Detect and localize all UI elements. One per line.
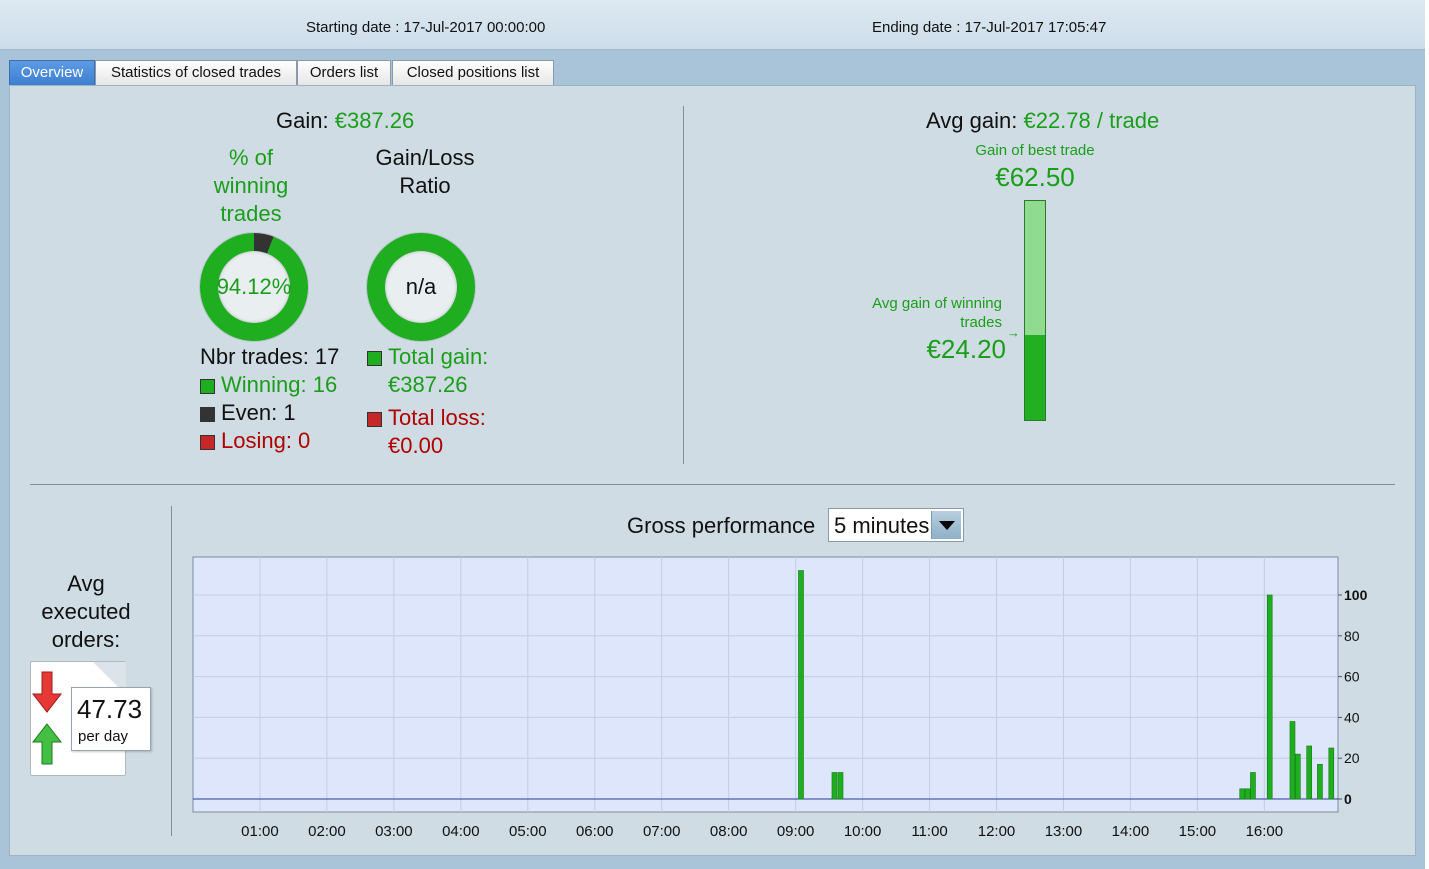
performance-bar (831, 772, 838, 800)
total-gain-value: €387.26 (388, 372, 468, 397)
x-tick-label: 13:00 (1045, 823, 1083, 840)
performance-bar (1289, 721, 1296, 800)
y-tick-label: 80 (1344, 628, 1360, 644)
overview-panel: Gain: €387.26 % of winning trades Gain/L… (9, 85, 1416, 856)
total-gain-row: Total gain: (367, 343, 488, 371)
gain-label: Gain: (276, 108, 329, 133)
total-loss-legend-box (367, 411, 382, 427)
avg-gain-label: Avg gain: (926, 108, 1018, 133)
performance-bar (1306, 745, 1313, 800)
performance-bar (1317, 764, 1323, 800)
x-tick-label: 02:00 (308, 823, 346, 840)
performance-bar (1239, 788, 1246, 800)
best-trade-value: €62.50 (995, 162, 1075, 192)
interval-select[interactable]: 5 minutes (828, 508, 964, 542)
x-tick-label: 01:00 (241, 823, 279, 840)
x-tick-label: 04:00 (442, 823, 480, 840)
losing-count-row: Losing: 0 (200, 427, 339, 455)
horizontal-divider (30, 484, 1395, 485)
vertical-divider-bottom (171, 506, 172, 836)
gauge-arrow: → (1007, 325, 1020, 340)
even-legend-box (200, 406, 215, 422)
winning-pct-value: 94.12% (216, 274, 292, 299)
winning-trades-donut: 94.12% (200, 233, 308, 341)
y-tick-label: 20 (1344, 750, 1360, 766)
interval-select-value: 5 minutes (834, 513, 930, 538)
avg-winning-label: Avg gain of winning trades (872, 295, 1002, 331)
x-tick-label: 16:00 (1246, 823, 1284, 840)
x-tick-label: 09:00 (777, 823, 815, 840)
gross-performance-chart: 01:00 02:00 03:00 04:00 05:00 06:00 07:00 08:00… (192, 556, 1368, 840)
x-tick-label: 15:00 (1179, 823, 1217, 840)
winning-legend-box (200, 378, 215, 394)
gain-value: €387.26 (334, 108, 415, 133)
performance-bar (1295, 753, 1301, 800)
x-tick-label: 06:00 (576, 823, 614, 840)
x-tick-label: 03:00 (375, 823, 413, 840)
winning-count-row: Winning: 16 (200, 371, 339, 399)
losing-legend-box (200, 434, 215, 450)
x-tick-label: 14:00 (1112, 823, 1150, 840)
performance-bar (837, 772, 844, 800)
plot-area (192, 556, 1339, 813)
nbr-trades: Nbr trades: 17 (200, 344, 340, 369)
starting-date: Starting date : 17-Jul-2017 00:00:00 (306, 19, 546, 36)
y-tick-label: 100 (1344, 587, 1368, 603)
performance-bar (798, 570, 804, 800)
window-edge (1425, 0, 1429, 869)
ratio-value: n/a (405, 274, 437, 299)
orders-per-day-card: 47.73 per day (71, 687, 151, 751)
tab-overview[interactable]: Overview (9, 60, 95, 85)
total-loss-value: €0.00 (388, 433, 444, 458)
gain-loss-ratio-donut: n/a (367, 233, 475, 341)
totals: Total gain: €387.26 Total loss: €0.00 (367, 343, 488, 460)
even-count-row: Even: 1 (200, 399, 339, 427)
performance-bar (1328, 747, 1335, 800)
y-tick-label: 60 (1344, 669, 1360, 685)
performance-bar (1250, 772, 1256, 800)
avg-orders-value: 47.73 (77, 694, 143, 724)
total-gain-legend-box (367, 350, 382, 366)
header-bar: Starting date : 17-Jul-2017 00:00:00 End… (0, 0, 1425, 50)
x-tick-label: 10:00 (844, 823, 882, 840)
x-tick-label: 05:00 (509, 823, 547, 840)
x-tick-label: 12:00 (978, 823, 1016, 840)
vertical-divider (683, 106, 684, 464)
tab-closed-positions-list[interactable]: Closed positions list (392, 60, 554, 85)
avg-executed-orders-title: Avg executed orders: (41, 571, 131, 652)
winning-count: Winning: 16 (221, 372, 338, 397)
best-trade-label: Gain of best trade (975, 142, 1095, 159)
x-tick-label: 08:00 (710, 823, 748, 840)
total-gain-label: Total gain: (388, 344, 489, 369)
winning-trades-title: % of winning trades (213, 145, 289, 226)
performance-bar (1244, 788, 1251, 800)
even-count: Even: 1 (221, 400, 296, 425)
gain-gauge (1024, 200, 1046, 421)
gain-headline: Gain: €387.26 (276, 108, 414, 134)
total-loss-label: Total loss: (388, 405, 486, 430)
losing-count: Losing: 0 (221, 428, 311, 453)
avg-winning-value: €24.20 (926, 334, 1006, 364)
avg-gain-value: €22.78 / trade (1023, 108, 1160, 133)
tab-statistics-closed-trades[interactable]: Statistics of closed trades (95, 60, 297, 85)
ending-date: Ending date : 17-Jul-2017 17:05:47 (872, 19, 1107, 36)
gross-performance-label: Gross performance (627, 513, 816, 538)
gain-loss-ratio-title: Gain/Loss Ratio (375, 145, 475, 198)
performance-bar (1266, 594, 1273, 800)
gauge-fill-avg-winning (1025, 335, 1045, 420)
y-tick-label: 40 (1344, 709, 1360, 725)
total-loss-row: Total loss: (367, 404, 488, 432)
x-tick-label: 07:00 (643, 823, 681, 840)
y-tick-label: 0 (1344, 791, 1352, 807)
chevron-down-icon[interactable] (931, 511, 961, 539)
avg-orders-unit: per day (78, 728, 129, 745)
avg-gain-headline: Avg gain: €22.78 / trade (926, 108, 1159, 134)
trade-counts: Nbr trades: 17 Winning: 16 Even: 1 Losin… (200, 343, 339, 455)
x-tick-label: 11:00 (911, 823, 947, 840)
tab-orders-list[interactable]: Orders list (297, 60, 391, 85)
